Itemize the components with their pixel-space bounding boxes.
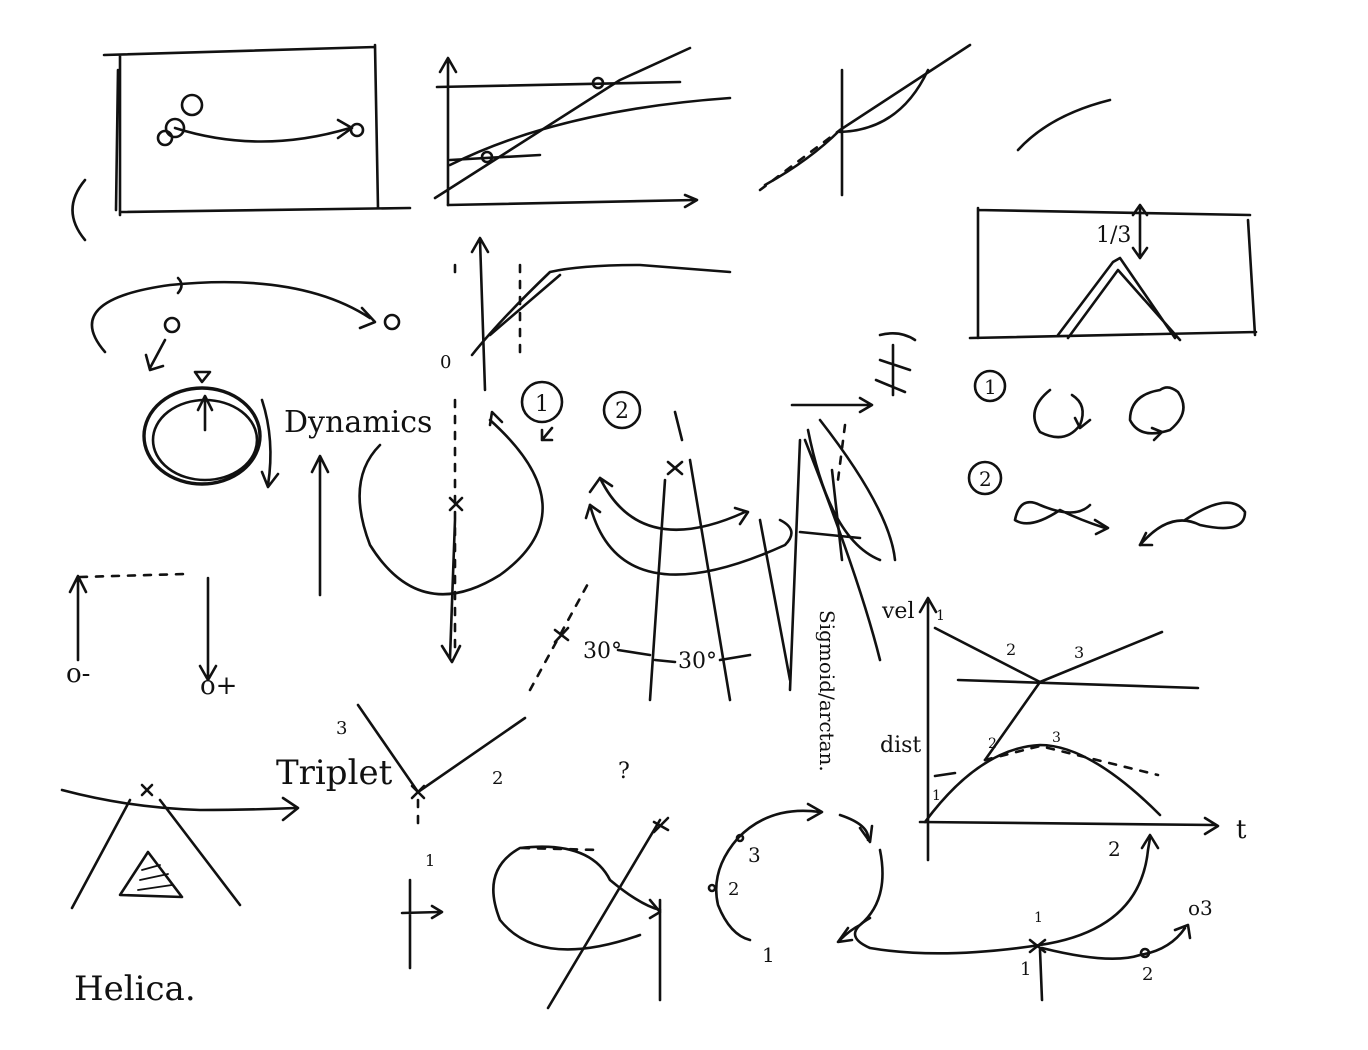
angle-label-a: 30°	[583, 639, 622, 664]
charge-diagram: o- o+	[66, 572, 237, 701]
dist-num-3: 3	[1052, 730, 1061, 746]
traj-o3-label: o3	[1188, 896, 1213, 920]
t-axis-label: t	[1236, 815, 1247, 845]
option-two-label-right: 2	[979, 467, 992, 491]
vel-num-2: 2	[1006, 640, 1016, 659]
traj-num-1-low: 1	[1020, 959, 1031, 980]
orbit-num-3: 3	[748, 843, 761, 867]
option-one-label-center: 1	[535, 392, 549, 417]
zero-label: 0	[440, 352, 451, 373]
arc-jump	[90, 276, 401, 372]
panel-top-left	[71, 43, 412, 242]
angle-arcs: 30° 30°	[528, 410, 793, 702]
center-loop: 0 1 2	[358, 236, 732, 664]
triangle-box: 1/3	[968, 203, 1258, 342]
inflection-sketch	[758, 43, 1112, 197]
traj-num-2: 2	[1142, 964, 1153, 985]
teardrop-loop: ?	[492, 759, 670, 1010]
orbit-points: 3 2 1	[707, 802, 884, 967]
triplet-sketch: Triplet 3 2 1 Helica.	[60, 703, 527, 1009]
vel-num-3: 3	[1074, 643, 1084, 662]
dynamics-label: Dynamics	[284, 405, 432, 440]
triplet-num-3: 3	[336, 718, 347, 739]
traj-num-1-high: 1	[1034, 910, 1043, 926]
orbit-num-2: 2	[728, 879, 739, 900]
tangent-graph	[433, 46, 732, 209]
dynamics-ring: Dynamics	[142, 370, 432, 597]
sigmoid-sketch: Sigmoid/arctan.	[788, 332, 917, 772]
dist-num-2: 2	[988, 736, 997, 752]
triplet-label: Triplet	[276, 753, 393, 793]
vel-label: vel	[881, 599, 914, 624]
orbit-num-1: 1	[762, 943, 775, 967]
option-two-label-center: 2	[615, 399, 629, 424]
loop-options: 1 2	[967, 369, 1247, 547]
traj-num-2-top: 2	[1108, 837, 1121, 861]
triplet-num-1: 1	[425, 851, 435, 870]
vel-dist-graph: vel 1 2 3 dist 1 2 3 t	[880, 596, 1247, 862]
one-third-label: 1/3	[1096, 223, 1131, 248]
option-one-label-right: 1	[984, 375, 997, 399]
vel-num-1: 1	[936, 608, 945, 624]
triplet-num-2: 2	[492, 768, 503, 789]
dist-num-1: 1	[932, 788, 941, 804]
dist-label: dist	[880, 733, 921, 758]
sigmoid-arctan-label: Sigmoid/arctan.	[815, 610, 839, 772]
question-mark-label: ?	[618, 759, 630, 784]
o-minus-label: o-	[66, 659, 90, 689]
o-plus-label: o+	[200, 671, 237, 701]
bottom-trajectory: 1 1 2 o3 2	[853, 833, 1213, 1002]
helica-label: Helica.	[74, 969, 196, 1009]
angle-label-b: 30°	[678, 649, 717, 674]
